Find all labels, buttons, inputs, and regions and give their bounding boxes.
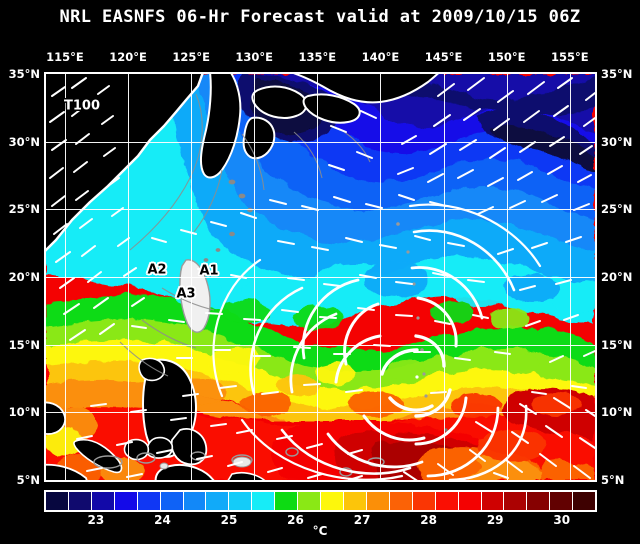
longitude-tick-115: 115°E: [46, 50, 84, 64]
latitude-tick-left-20: 20°N: [8, 270, 40, 284]
colorbar-tick-28: 28: [420, 513, 437, 527]
longitude-tick-135: 135°E: [298, 50, 337, 64]
longitude-tick-145: 145°E: [424, 50, 463, 64]
latitude-tick-left-10: 10°N: [8, 405, 40, 420]
gridline-lat-20: [46, 277, 595, 278]
colorbar-swatch-1: [68, 492, 92, 510]
colorbar-tick-23: 23: [87, 513, 105, 527]
colorbar-swatch-0: [46, 492, 69, 510]
latitude-tick-right-25: 25°N: [601, 202, 633, 217]
page-title: NRL EASNFS 06-Hr Forecast valid at 2009/…: [59, 7, 581, 27]
latitude-tick-right-30: 30°N: [601, 134, 633, 149]
latitude-tick-right-5: 5°N: [601, 473, 625, 487]
longitude-tick-150: 150°E: [487, 50, 526, 64]
colorbar-tick-27: 27: [353, 513, 371, 527]
colorbar-swatch-22: [550, 492, 574, 510]
colorbar-swatch-17: [435, 492, 459, 510]
colorbar-swatch-7: [206, 492, 230, 510]
gridline-lat-30: [46, 141, 595, 143]
colorbar-swatch-20: [504, 492, 528, 510]
longitude-tick-155: 155°E: [550, 50, 589, 64]
sst-colorbar[interactable]: [44, 490, 597, 512]
colorbar-swatch-16: [412, 492, 436, 510]
colorbar-swatch-5: [160, 492, 184, 510]
map-label-a2: A2: [147, 262, 167, 278]
colorbar-swatch-23: [573, 492, 596, 510]
colorbar-swatch-12: [321, 492, 344, 510]
colorbar-swatch-21: [527, 492, 551, 510]
colorbar-swatch-3: [114, 492, 138, 510]
colorbar-swatch-13: [343, 492, 367, 510]
colorbar-tick-26: 26: [287, 513, 304, 527]
latitude-tick-right-15: 15°N: [601, 337, 633, 352]
colorbar-swatch-9: [252, 492, 276, 510]
colorbar-tick-30: 30: [553, 513, 571, 527]
colorbar-swatch-19: [481, 492, 505, 510]
colorbar-tick-25: 25: [220, 513, 238, 527]
colorbar-swatch-8: [229, 492, 253, 510]
gridline-lat-25: [46, 209, 595, 211]
latitude-tick-left-30: 30°N: [8, 134, 40, 149]
colorbar-swatch-15: [389, 492, 413, 510]
latitude-tick-left-35: 35°N: [8, 67, 40, 81]
colorbar-unit-label: °C: [312, 524, 328, 538]
gridline-lat-15: [46, 344, 595, 346]
latitude-tick-right-20: 20°N: [601, 270, 633, 284]
map-label-a3: A3: [176, 286, 196, 302]
colorbar-swatch-2: [91, 492, 115, 510]
latitude-tick-right-35: 35°N: [601, 67, 633, 81]
wind-vectors: [49, 77, 595, 480]
colorbar-swatch-11: [298, 492, 322, 510]
longitude-tick-125: 125°E: [172, 50, 210, 64]
gridline-lat-10: [46, 412, 595, 414]
sst-map-plot[interactable]: T100 A2 A1 A3: [44, 72, 597, 482]
colorbar-swatch-6: [183, 492, 207, 510]
longitude-tick-140: 140°E: [361, 50, 400, 64]
latitude-tick-right-10: 10°N: [601, 405, 633, 420]
colorbar-swatch-10: [275, 492, 299, 510]
longitude-tick-130: 130°E: [235, 50, 274, 64]
latitude-tick-left-5: 5°N: [16, 473, 40, 487]
map-label-t100: T100: [63, 98, 101, 114]
latitude-tick-left-25: 25°N: [8, 202, 40, 217]
colorbar-swatch-4: [137, 492, 161, 510]
latitude-tick-left-15: 15°N: [8, 337, 40, 352]
colorbar-tick-24: 24: [154, 513, 171, 527]
longitude-tick-120: 120°E: [109, 50, 147, 64]
colorbar-swatch-14: [366, 492, 390, 510]
colorbar-swatch-18: [458, 492, 482, 510]
colorbar-tick-29: 29: [486, 513, 504, 527]
map-label-a1: A1: [199, 263, 219, 279]
